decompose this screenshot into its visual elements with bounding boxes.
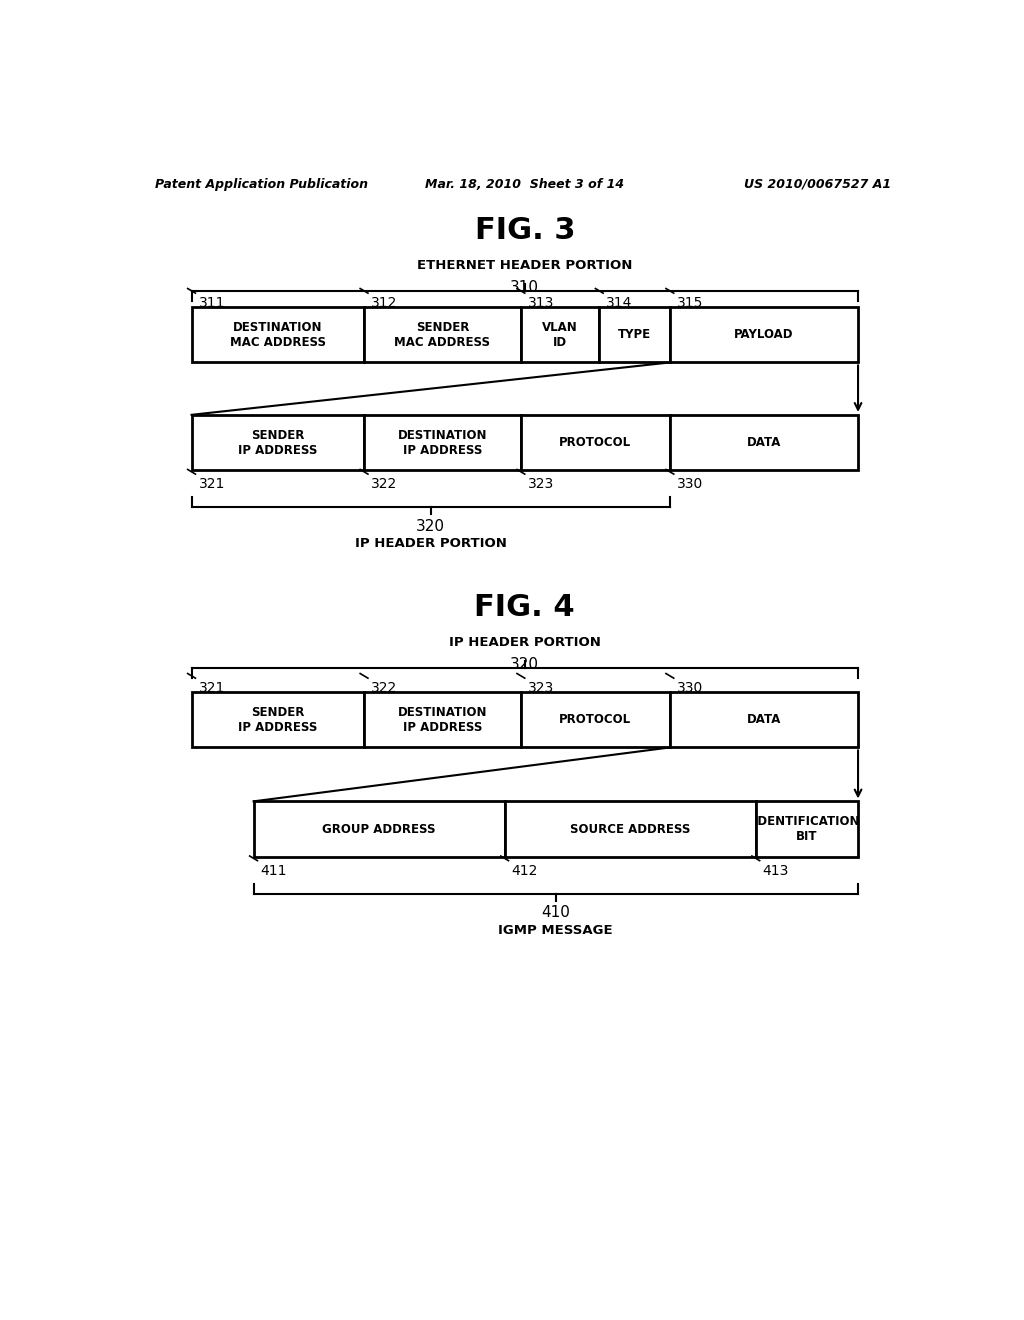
Text: 322: 322 — [371, 681, 397, 696]
Text: 411: 411 — [260, 863, 287, 878]
FancyBboxPatch shape — [191, 414, 365, 470]
Text: SENDER
IP ADDRESS: SENDER IP ADDRESS — [239, 706, 317, 734]
Text: FIG. 3: FIG. 3 — [474, 216, 575, 246]
FancyBboxPatch shape — [521, 692, 670, 747]
FancyBboxPatch shape — [254, 801, 505, 857]
Text: SOURCE ADDRESS: SOURCE ADDRESS — [570, 822, 690, 836]
Text: 412: 412 — [512, 863, 538, 878]
Text: 410: 410 — [542, 906, 570, 920]
FancyBboxPatch shape — [505, 801, 756, 857]
Text: 313: 313 — [527, 296, 554, 310]
Text: IP HEADER PORTION: IP HEADER PORTION — [449, 636, 601, 649]
FancyBboxPatch shape — [756, 801, 858, 857]
FancyBboxPatch shape — [365, 414, 521, 470]
FancyBboxPatch shape — [670, 692, 858, 747]
FancyBboxPatch shape — [521, 308, 599, 363]
Text: 321: 321 — [199, 681, 225, 696]
Text: 315: 315 — [677, 296, 703, 310]
FancyBboxPatch shape — [599, 308, 670, 363]
Text: 321: 321 — [199, 478, 225, 491]
FancyBboxPatch shape — [365, 692, 521, 747]
Text: US 2010/0067527 A1: US 2010/0067527 A1 — [744, 178, 891, 190]
Text: DATA: DATA — [746, 436, 781, 449]
Text: PROTOCOL: PROTOCOL — [559, 713, 632, 726]
Text: Mar. 18, 2010  Sheet 3 of 14: Mar. 18, 2010 Sheet 3 of 14 — [425, 178, 625, 190]
FancyBboxPatch shape — [670, 308, 858, 363]
FancyBboxPatch shape — [191, 692, 365, 747]
Text: 323: 323 — [527, 478, 554, 491]
Text: PAYLOAD: PAYLOAD — [734, 329, 794, 342]
Text: VLAN
ID: VLAN ID — [543, 321, 578, 348]
Text: TYPE: TYPE — [618, 329, 651, 342]
Text: DATA: DATA — [746, 713, 781, 726]
Text: 330: 330 — [677, 478, 703, 491]
FancyBboxPatch shape — [191, 308, 365, 363]
FancyBboxPatch shape — [365, 308, 521, 363]
Text: DESTINATION
MAC ADDRESS: DESTINATION MAC ADDRESS — [229, 321, 326, 348]
Text: Patent Application Publication: Patent Application Publication — [155, 178, 368, 190]
Text: SENDER
IP ADDRESS: SENDER IP ADDRESS — [239, 429, 317, 457]
Text: 323: 323 — [527, 681, 554, 696]
Text: GROUP ADDRESS: GROUP ADDRESS — [323, 822, 436, 836]
Text: DESTINATION
IP ADDRESS: DESTINATION IP ADDRESS — [397, 429, 487, 457]
Text: 311: 311 — [199, 296, 225, 310]
Text: 322: 322 — [371, 478, 397, 491]
Text: 320: 320 — [510, 656, 540, 672]
Text: IGMP MESSAGE: IGMP MESSAGE — [499, 924, 613, 937]
Text: IDENTIFICATION
BIT: IDENTIFICATION BIT — [754, 814, 860, 843]
Text: IP HEADER PORTION: IP HEADER PORTION — [354, 537, 507, 550]
FancyBboxPatch shape — [521, 414, 670, 470]
Text: 310: 310 — [510, 280, 540, 296]
Text: PROTOCOL: PROTOCOL — [559, 436, 632, 449]
Text: 320: 320 — [416, 519, 445, 533]
Text: ETHERNET HEADER PORTION: ETHERNET HEADER PORTION — [417, 259, 633, 272]
Text: FIG. 4: FIG. 4 — [474, 594, 575, 623]
Text: SENDER
MAC ADDRESS: SENDER MAC ADDRESS — [394, 321, 490, 348]
Text: DESTINATION
IP ADDRESS: DESTINATION IP ADDRESS — [397, 706, 487, 734]
Text: 413: 413 — [763, 863, 790, 878]
Text: 314: 314 — [606, 296, 633, 310]
FancyBboxPatch shape — [670, 414, 858, 470]
Text: 312: 312 — [371, 296, 397, 310]
Text: 330: 330 — [677, 681, 703, 696]
